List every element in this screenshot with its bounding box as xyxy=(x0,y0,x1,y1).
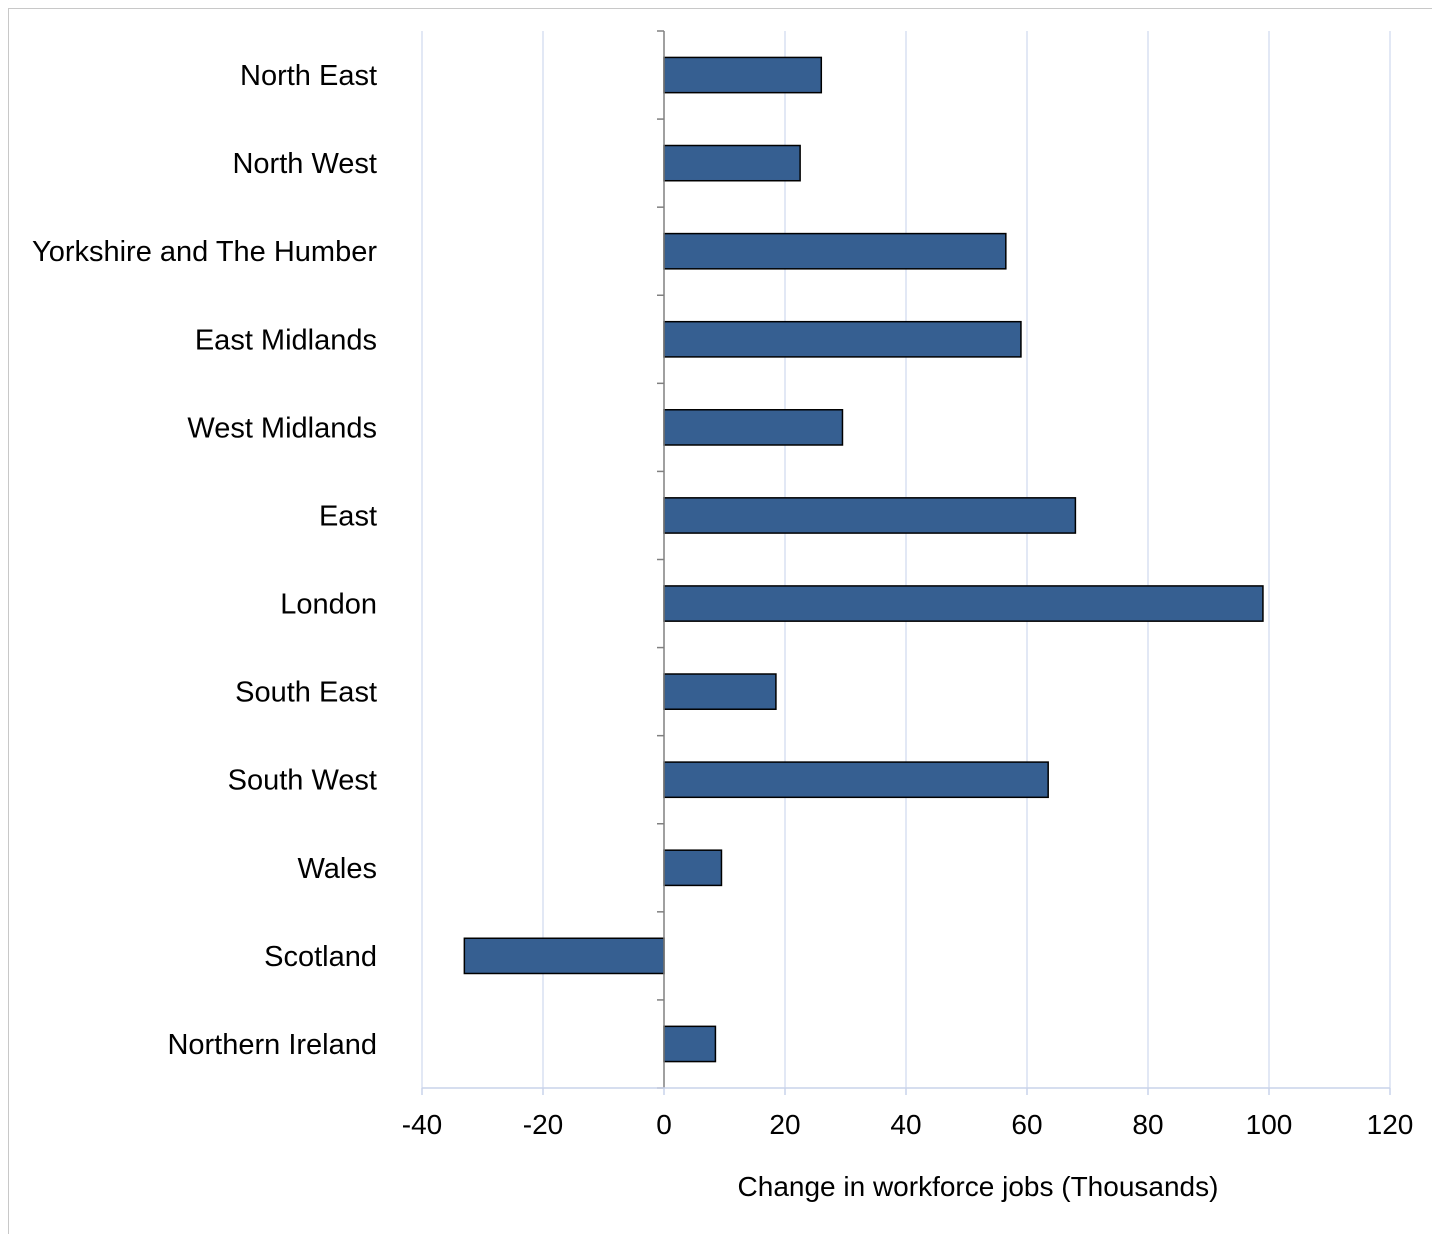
bar-yorkshire-and-the-humber xyxy=(663,232,1007,270)
category-label-wales: Wales xyxy=(298,853,378,885)
bar-northern-ireland xyxy=(663,1025,717,1063)
tick-label-40: 40 xyxy=(890,1109,921,1140)
bar-london xyxy=(663,585,1264,622)
tick-labels: -40 -20 0 20 40 60 80 100 120 xyxy=(402,1109,1414,1140)
bars xyxy=(463,56,1264,1063)
category-label-south-west: South West xyxy=(228,765,377,797)
bar-south-west xyxy=(663,761,1049,799)
chart-frame: North East North West Yorkshire and The Hu… xyxy=(8,8,1432,1234)
category-label-west-midlands: West Midlands xyxy=(187,412,377,444)
category-label-north-west: North West xyxy=(232,148,377,180)
x-axis-title: Change in workforce jobs (Thousands) xyxy=(738,1171,1219,1202)
category-label-east: East xyxy=(319,500,377,532)
category-label-east-midlands: East Midlands xyxy=(195,324,377,356)
bar-north-west xyxy=(663,144,801,182)
gridlines xyxy=(421,31,1391,1088)
tick-label-20: 20 xyxy=(769,1109,800,1140)
tick-label--20: -20 xyxy=(523,1109,563,1140)
tick-label-60: 60 xyxy=(1011,1109,1042,1140)
tick-label-120: 120 xyxy=(1367,1109,1414,1140)
category-label-south-east: South East xyxy=(235,677,377,709)
bar-wales xyxy=(663,849,723,887)
tick-label--40: -40 xyxy=(402,1109,442,1140)
bar-north-east xyxy=(663,56,823,94)
bar-chart: North East North West Yorkshire and The Hu… xyxy=(32,30,1414,1202)
bar-scotland xyxy=(463,937,665,975)
bar-west-midlands xyxy=(663,409,844,446)
category-label-scotland: Scotland xyxy=(264,941,377,973)
tick-label-80: 80 xyxy=(1132,1109,1163,1140)
category-label-yorkshire-and-the-humber: Yorkshire and The Humber xyxy=(32,236,377,268)
bar-south-east xyxy=(663,673,777,710)
category-label-london: London xyxy=(280,589,377,621)
category-label-north-east: North East xyxy=(240,60,377,92)
tick-label-0: 0 xyxy=(656,1109,672,1140)
category-labels: North East North West Yorkshire and The Hu… xyxy=(32,60,377,1061)
bar-east xyxy=(663,497,1077,534)
axes xyxy=(421,30,1391,1095)
tick-label-100: 100 xyxy=(1246,1109,1293,1140)
bar-east-midlands xyxy=(663,320,1022,358)
category-label-northern-ireland: Northern Ireland xyxy=(167,1029,377,1061)
